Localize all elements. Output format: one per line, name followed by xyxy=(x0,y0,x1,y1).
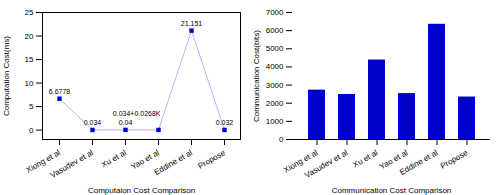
svg-text:0.034+0.0268K: 0.034+0.0268K xyxy=(113,110,161,117)
svg-text:3000: 3000 xyxy=(266,81,284,90)
svg-text:Xiong et al: Xiong et al xyxy=(282,148,320,175)
svg-text:7000: 7000 xyxy=(266,8,284,17)
svg-text:Eddine et al: Eddine et al xyxy=(153,148,194,177)
svg-text:Propose: Propose xyxy=(196,148,227,171)
svg-text:0: 0 xyxy=(279,135,284,144)
svg-text:20: 20 xyxy=(25,32,34,41)
svg-text:10: 10 xyxy=(25,79,34,88)
svg-text:Yao et al: Yao et al xyxy=(129,148,161,172)
svg-text:21.151: 21.151 xyxy=(181,20,203,27)
svg-text:0.04: 0.04 xyxy=(119,119,133,126)
svg-text:25: 25 xyxy=(25,8,34,17)
svg-text:5: 5 xyxy=(29,102,34,111)
svg-text:Xu et al: Xu et al xyxy=(351,148,379,169)
svg-text:5000: 5000 xyxy=(266,44,284,53)
svg-text:0.032: 0.032 xyxy=(216,119,234,126)
svg-text:Eddine et al: Eddine et al xyxy=(398,148,439,177)
svg-text:6000: 6000 xyxy=(266,26,284,35)
svg-text:Yao et al: Yao et al xyxy=(377,148,410,172)
svg-text:Communication Cost Comparison: Communication Cost Comparison xyxy=(332,186,452,195)
svg-text:Computaion Cost Comparison: Computaion Cost Comparison xyxy=(88,186,195,195)
svg-text:Propose: Propose xyxy=(439,148,470,171)
svg-text:6.6778: 6.6778 xyxy=(49,88,71,95)
svg-text:Xu et al: Xu et al xyxy=(100,148,128,169)
svg-text:0.034: 0.034 xyxy=(84,119,102,126)
svg-text:Vasudev et al: Vasudev et al xyxy=(49,148,95,180)
svg-text:4000: 4000 xyxy=(266,62,284,71)
svg-text:Vasudev et al: Vasudev et al xyxy=(303,148,349,180)
svg-text:15: 15 xyxy=(25,55,34,64)
svg-text:2000: 2000 xyxy=(266,99,284,108)
svg-text:Xiong et al: Xiong et al xyxy=(24,148,62,175)
svg-text:Computation Cost(ms): Computation Cost(ms) xyxy=(2,36,11,116)
svg-text:Communication Cost(bits): Communication Cost(bits) xyxy=(252,30,261,122)
svg-text:1000: 1000 xyxy=(266,117,284,126)
svg-text:0: 0 xyxy=(29,126,34,135)
